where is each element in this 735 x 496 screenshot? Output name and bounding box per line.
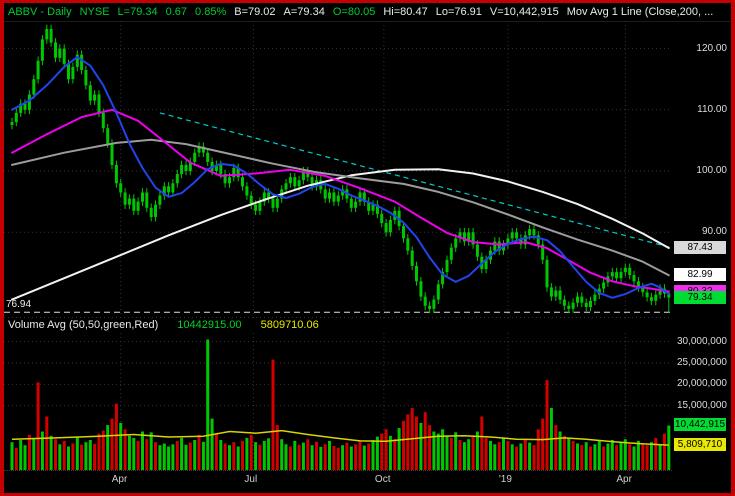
price-badge: 82.99 bbox=[674, 268, 726, 282]
volume-chart-canvas[interactable] bbox=[4, 333, 672, 470]
volume-current-value: 10442915.00 bbox=[177, 319, 242, 331]
axis-tick-label: 15,000,000 bbox=[676, 399, 727, 411]
axis-tick-label: 20,000,000 bbox=[676, 378, 727, 390]
axis-tick-label: 30,000,000 bbox=[676, 335, 727, 347]
volume-badge: 10,442,915 bbox=[674, 418, 726, 432]
x-axis-separator bbox=[4, 470, 672, 471]
quote-header-field: V=10,442,915 bbox=[489, 6, 559, 18]
x-axis-label: Oct bbox=[374, 474, 391, 485]
quote-header: ABBV - Daily NYSE L=79.34 0.67 0.85% B=79.02 A… bbox=[4, 3, 731, 22]
price-axis[interactable]: 120.00 110.00 100.00 90.00 30,000,000 25,000,… bbox=[672, 3, 731, 493]
quote-header-field: Hi=80.47 bbox=[383, 6, 428, 18]
price-badge: 79.34 bbox=[674, 290, 726, 304]
ma-200-white-line bbox=[11, 168, 670, 301]
support-price-label: 76.94 bbox=[6, 299, 32, 311]
volume-pane-header: Volume Avg (50,50,green,Red) 10442915.00… bbox=[8, 317, 319, 333]
axis-tick-label: 110.00 bbox=[697, 103, 727, 115]
quote-header-field: 0.85% bbox=[195, 6, 227, 18]
quote-header-field: ABBV - Daily bbox=[8, 6, 72, 18]
quote-header-field: 0.67 bbox=[165, 6, 188, 18]
quote-header-field: NYSE bbox=[79, 6, 110, 18]
quote-header-field: O=80.05 bbox=[332, 6, 376, 18]
volume-avg-label: Volume Avg (50,50,green,Red) bbox=[8, 319, 159, 331]
quote-header-field: Lo=76.91 bbox=[435, 6, 482, 18]
volume-badge: 5,809,710 bbox=[674, 438, 726, 452]
ma-20-blue-line bbox=[11, 56, 670, 299]
x-axis-label: '19 bbox=[498, 474, 512, 485]
volume-average-value: 5809710.06 bbox=[260, 319, 319, 331]
volume-avg-line bbox=[11, 429, 669, 446]
quote-header-field: A=79.34 bbox=[283, 6, 325, 18]
x-axis-label: Apr bbox=[111, 474, 128, 485]
axis-tick-label: 90.00 bbox=[701, 226, 727, 238]
axis-tick-label: 25,000,000 bbox=[676, 357, 727, 368]
quote-header-field: Mov Avg 1 Line (Close,200, ... bbox=[566, 6, 714, 18]
quote-header-field: B=79.02 bbox=[234, 6, 276, 18]
x-axis-label: Apr bbox=[616, 474, 632, 485]
x-axis-label: Jul bbox=[244, 474, 258, 485]
price-badge: 87.43 bbox=[674, 241, 726, 255]
quote-header-field: L=79.34 bbox=[117, 6, 158, 18]
axis-tick-label: 100.00 bbox=[696, 165, 727, 177]
axis-tick-label: 120.00 bbox=[696, 42, 727, 54]
price-chart-canvas[interactable] bbox=[4, 21, 672, 318]
ma-100-gray-line bbox=[11, 138, 670, 277]
ma-50-magenta-line bbox=[11, 108, 670, 293]
